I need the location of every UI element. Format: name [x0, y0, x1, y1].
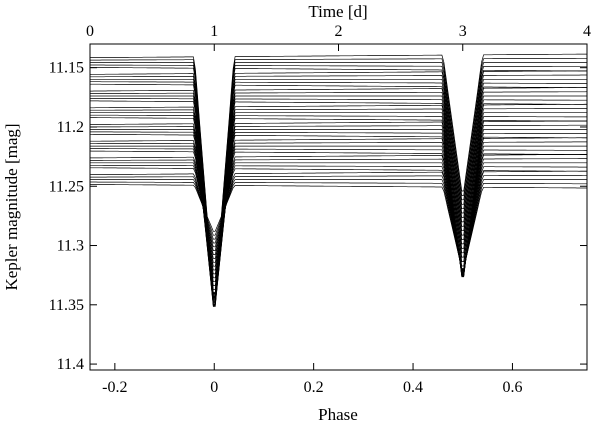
- light-curve-cycle: [90, 53, 587, 293]
- y-tick-label: 11.3: [57, 238, 84, 255]
- x-axis-label: Phase: [318, 405, 358, 423]
- y-tick-label: 11.4: [57, 356, 84, 373]
- light-curve-cycle: [90, 120, 588, 306]
- x-tick-label: 0.6: [502, 379, 522, 396]
- light-curve-cycle: [89, 170, 587, 271]
- top-x-axis-ticks: 0 1 2 3 4: [86, 23, 591, 51]
- y-tick-label: 11.25: [49, 178, 84, 195]
- light-curve-cycle: [90, 167, 587, 272]
- light-curve-cycle: [90, 117, 588, 307]
- light-curve-cycle: [89, 150, 587, 274]
- light-curve-cycle: [90, 114, 587, 307]
- light-curve-cycle: [90, 154, 587, 273]
- light-curve-cycle: [90, 95, 587, 302]
- folded-light-curve: [89, 53, 588, 307]
- light-curve-cycle: [90, 64, 587, 295]
- light-curve-cycle: [90, 179, 587, 270]
- light-curve-cycle: [90, 133, 587, 290]
- light-curve-cycle: [90, 124, 587, 302]
- light-curve-cycle: [90, 158, 587, 273]
- light-curve-cycle: [90, 148, 587, 275]
- light-curve-cycle: [90, 74, 587, 298]
- light-curve-cycle: [90, 83, 587, 300]
- light-curve-cycle: [90, 108, 587, 305]
- light-curve-cycle: [90, 164, 587, 272]
- light-curve-cycle: [90, 103, 587, 304]
- top-x-tick-label: 1: [210, 23, 218, 40]
- light-curve-cycle: [90, 87, 587, 301]
- light-curve-cycle: [89, 70, 587, 297]
- light-curve-cycle: [90, 137, 587, 286]
- x-tick-label: 0.2: [304, 379, 324, 396]
- light-curve-cycle: [90, 184, 587, 269]
- top-x-tick-label: 4: [583, 23, 591, 40]
- light-curve-cycle: [90, 91, 588, 301]
- y-axis-ticks: 11.15 11.2 11.25 11.3 11.35 11.4: [49, 60, 587, 373]
- top-x-tick-label: 0: [86, 23, 94, 40]
- x-tick-label: 0.4: [403, 379, 423, 396]
- x-tick-label: -0.2: [102, 379, 127, 396]
- top-x-axis-label: Time [d]: [308, 2, 367, 21]
- light-curve-cycle: [90, 162, 587, 272]
- top-x-tick-label: 2: [335, 23, 343, 40]
- light-curve-cycle: [90, 81, 587, 299]
- y-tick-label: 11.2: [57, 119, 84, 136]
- light-curve-cycle: [90, 62, 587, 295]
- x-axis-ticks: -0.2 0 0.2 0.4 0.6: [102, 363, 522, 396]
- y-axis-label: Kepler magnitude [mag]: [2, 123, 21, 290]
- light-curve-cycle: [90, 57, 587, 294]
- light-curve-cycle: [90, 67, 587, 296]
- top-x-tick-label: 3: [459, 23, 467, 40]
- light-curve-cycle: [90, 174, 587, 271]
- x-tick-label: 0: [210, 379, 218, 396]
- light-curve-cycle: [90, 181, 587, 270]
- y-tick-label: 11.15: [49, 60, 84, 77]
- y-tick-label: 11.35: [49, 297, 84, 314]
- light-curve-cycle: [90, 112, 587, 306]
- light-curve-cycle: [90, 78, 587, 298]
- light-curve-cycle: [90, 145, 587, 279]
- light-curve-cycle: [90, 129, 587, 298]
- light-curve-cycle: [90, 141, 587, 283]
- light-curve-cycle: [90, 98, 587, 303]
- light-curve-cycle: [90, 100, 587, 304]
- light-curve-cycle: [90, 131, 587, 294]
